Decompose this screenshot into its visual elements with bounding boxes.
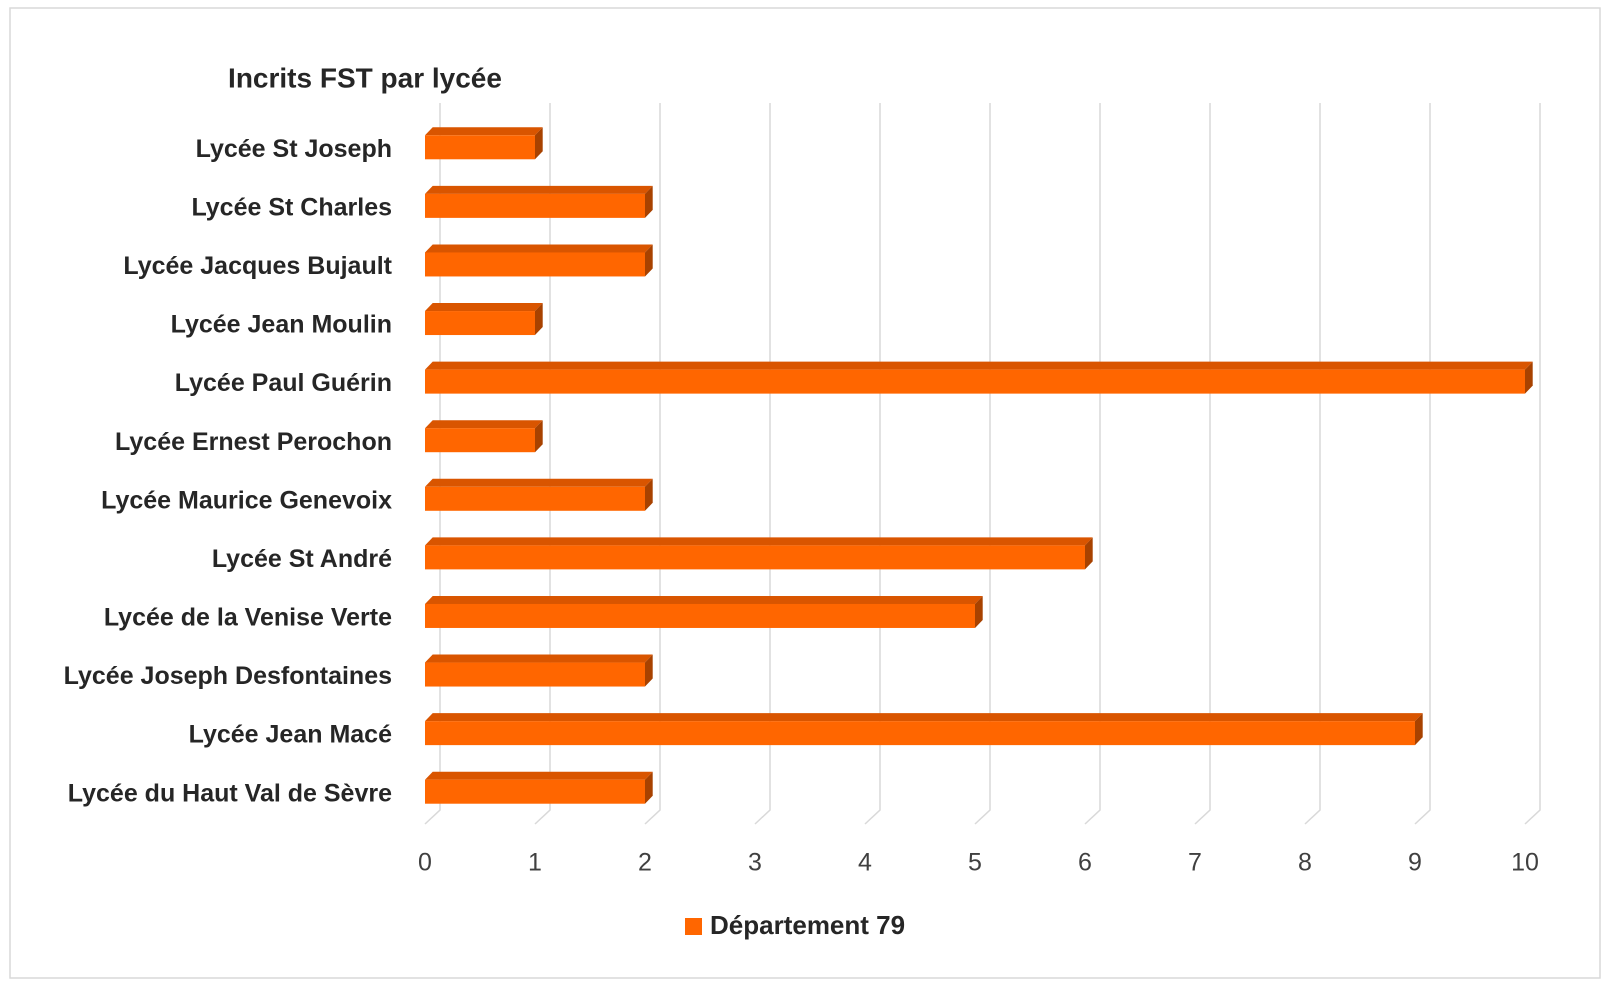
x-tick-label: 8 bbox=[1298, 849, 1312, 877]
bar-top bbox=[425, 654, 653, 663]
bar bbox=[425, 185, 653, 218]
bar-top bbox=[425, 127, 543, 136]
bar bbox=[425, 537, 1093, 570]
bar-front bbox=[425, 369, 1525, 394]
bar bbox=[425, 713, 1423, 746]
grid-line bbox=[644, 103, 661, 825]
x-tick-label: 6 bbox=[1078, 849, 1092, 877]
x-tick-label: 9 bbox=[1408, 849, 1422, 877]
y-tick-label: Lycée St Joseph bbox=[196, 135, 392, 163]
grid-line bbox=[1414, 103, 1431, 825]
y-tick-label: Lycée Jean Moulin bbox=[171, 311, 392, 339]
bar-side bbox=[645, 771, 653, 804]
bar bbox=[425, 771, 653, 804]
legend-swatch bbox=[685, 918, 702, 935]
bar-top bbox=[425, 185, 653, 194]
chart-border bbox=[9, 7, 1601, 979]
x-tick-label: 10 bbox=[1511, 849, 1539, 877]
bar bbox=[425, 478, 653, 511]
bar-side bbox=[645, 478, 653, 511]
bar bbox=[425, 595, 983, 628]
bar-side bbox=[535, 303, 543, 336]
bar bbox=[425, 303, 543, 336]
bar-top bbox=[425, 478, 653, 487]
x-tick-label: 2 bbox=[638, 849, 652, 877]
bar-front bbox=[425, 311, 535, 336]
bar-side bbox=[535, 127, 543, 160]
x-tick-label: 4 bbox=[858, 849, 872, 877]
grid-line bbox=[754, 103, 771, 825]
y-tick-label: Lycée de la Venise Verte bbox=[104, 604, 392, 632]
x-tick-label: 3 bbox=[748, 849, 762, 877]
bar-top bbox=[425, 595, 983, 604]
bar-top bbox=[425, 420, 543, 429]
bar-front bbox=[425, 486, 645, 511]
grid-line bbox=[974, 103, 991, 825]
bar-side bbox=[1525, 361, 1533, 394]
y-tick-label: Lycée Paul Guérin bbox=[175, 369, 392, 397]
bar-top bbox=[425, 771, 653, 780]
bar-front bbox=[425, 252, 645, 277]
y-tick-label: Lycée Maurice Genevoix bbox=[101, 486, 392, 514]
bar-side bbox=[1085, 537, 1093, 570]
bar-top bbox=[425, 537, 1093, 546]
x-tick-label: 1 bbox=[528, 849, 542, 877]
bar-side bbox=[645, 654, 653, 687]
y-tick-label: Lycée du Haut Val de Sèvre bbox=[68, 779, 392, 807]
bar-front bbox=[425, 721, 1415, 746]
grid-line bbox=[534, 103, 551, 825]
x-tick-label: 0 bbox=[418, 849, 432, 877]
bar-side bbox=[1415, 713, 1423, 746]
bar-front bbox=[425, 545, 1085, 570]
bar-front bbox=[425, 193, 645, 218]
grid-line bbox=[1084, 103, 1101, 825]
x-tick-label: 7 bbox=[1188, 849, 1202, 877]
bar bbox=[425, 420, 543, 453]
bar-front bbox=[425, 135, 535, 160]
y-tick-label: Lycée Jean Macé bbox=[189, 721, 392, 749]
y-tick-label: Lycée St André bbox=[212, 545, 392, 573]
bar-side bbox=[975, 595, 983, 628]
legend-label: Département 79 bbox=[710, 910, 905, 940]
bar-front bbox=[425, 603, 975, 628]
y-tick-label: Lycée Joseph Desfontaines bbox=[64, 662, 392, 690]
grid-line bbox=[1304, 103, 1321, 825]
bar-top bbox=[425, 244, 653, 253]
bar bbox=[425, 361, 1533, 394]
bar-front bbox=[425, 662, 645, 687]
bar-front bbox=[425, 428, 535, 453]
grid-line bbox=[864, 103, 881, 825]
bar bbox=[425, 127, 543, 160]
bar bbox=[425, 654, 653, 687]
x-tick-label: 5 bbox=[968, 849, 982, 877]
bar-top bbox=[425, 361, 1533, 370]
grid-line bbox=[1524, 103, 1541, 825]
grid-line bbox=[424, 103, 441, 825]
bar bbox=[425, 244, 653, 277]
chart-title: Incrits FST par lycée bbox=[228, 62, 502, 93]
y-tick-label: Lycée St Charles bbox=[191, 193, 392, 221]
y-tick-label: Lycée Jacques Bujault bbox=[123, 252, 392, 280]
grid-line bbox=[1194, 103, 1211, 825]
bar-top bbox=[425, 303, 543, 312]
bar-side bbox=[535, 420, 543, 453]
y-tick-label: Lycée Ernest Perochon bbox=[115, 428, 392, 456]
bar-side bbox=[645, 185, 653, 218]
bar-front bbox=[425, 779, 645, 804]
bar-top bbox=[425, 713, 1423, 722]
bar-side bbox=[645, 244, 653, 277]
